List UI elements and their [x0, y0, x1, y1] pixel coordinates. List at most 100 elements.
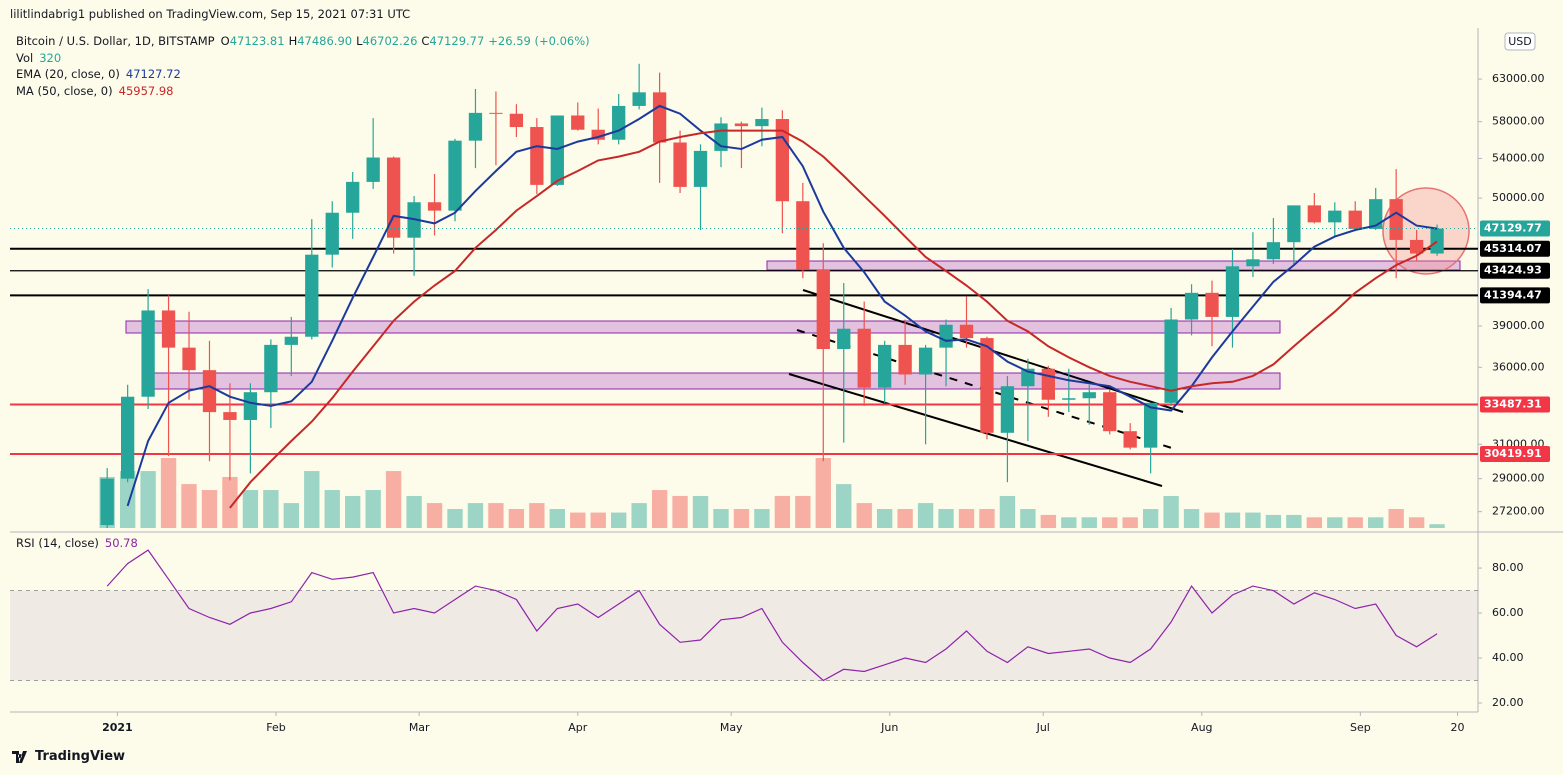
candle-body — [386, 157, 401, 238]
candle-body — [980, 338, 994, 433]
volume-bar — [733, 509, 750, 528]
candle-body — [202, 370, 217, 413]
ema-name: EMA (20, close, 0) — [16, 67, 120, 81]
volume-bar — [1327, 517, 1343, 528]
volume-bar — [406, 495, 422, 528]
candle-body — [1164, 319, 1178, 403]
candle-body — [1409, 239, 1424, 254]
volume-bar — [263, 490, 279, 528]
candle-body — [1266, 242, 1281, 260]
legend-row: Vol 320 — [16, 50, 596, 67]
candle-body — [1062, 398, 1076, 400]
candle-body — [1246, 259, 1260, 267]
candle-body — [1328, 210, 1342, 223]
volume-bar — [1224, 512, 1241, 528]
candle-body — [775, 119, 790, 202]
candle-body — [755, 119, 769, 127]
volume-bar — [590, 512, 606, 528]
candle-body — [448, 140, 462, 211]
candle-body — [632, 92, 646, 106]
volume-bar — [467, 503, 484, 528]
volume-bar — [447, 509, 463, 528]
last-price-tag — [1480, 220, 1550, 237]
candle-body — [796, 201, 810, 270]
y-tick-label: 63000.00 — [1492, 72, 1545, 85]
candle-body — [1430, 228, 1444, 254]
candle-body — [878, 344, 892, 388]
candle-body — [366, 157, 380, 182]
volume-bar — [140, 471, 156, 528]
volume-bar — [426, 503, 443, 528]
main-legend: Bitcoin / U.S. Dollar, 1D, BITSTAMP O4712… — [16, 33, 596, 99]
volume-bar — [508, 509, 525, 528]
candle-body — [734, 123, 749, 127]
x-tick-label: Jul — [1036, 721, 1050, 734]
candle-body — [857, 328, 871, 388]
ohlc-value: 47123.81 — [229, 34, 285, 48]
volume-bar — [365, 490, 381, 528]
volume-bar — [570, 512, 586, 528]
candle-body — [1000, 386, 1015, 433]
overlay-line — [126, 104, 1438, 507]
volume-bar — [795, 495, 811, 528]
ohlc-label: L — [356, 34, 363, 48]
candle-body — [100, 478, 114, 526]
candle-body — [612, 105, 626, 140]
x-tick-label: Mar — [409, 721, 430, 734]
rsi-y-tick-label: 60.00 — [1492, 606, 1524, 619]
volume-bar — [1245, 512, 1261, 528]
brand-logo — [12, 750, 27, 763]
x-tick-label: Jun — [880, 721, 898, 734]
candle-body — [284, 336, 298, 345]
candle-body — [837, 328, 851, 350]
level-tag-label: 43424.93 — [1484, 264, 1542, 277]
x-tick-label: Feb — [266, 721, 285, 734]
candle-body — [693, 150, 708, 187]
currency-label: USD — [1508, 35, 1532, 48]
candle-body — [550, 115, 564, 185]
candle-body — [816, 269, 830, 350]
volume-bar — [754, 509, 770, 528]
ma-value: 45957.98 — [118, 83, 174, 98]
x-tick-label: May — [720, 721, 743, 734]
volume-bar — [938, 509, 954, 528]
volume-bar — [304, 471, 320, 528]
legend-row: Bitcoin / U.S. Dollar, 1D, BITSTAMP O4712… — [16, 33, 596, 50]
volume-bar — [1306, 517, 1322, 528]
last-price-label: 47129.77 — [1484, 222, 1542, 235]
volume-bar — [1061, 517, 1077, 528]
candle-body — [530, 127, 544, 185]
volume-bar — [611, 512, 627, 528]
volume-bar — [1286, 514, 1302, 528]
volume-bar — [1388, 509, 1404, 528]
volume-bar — [815, 458, 831, 528]
level-tag — [1480, 240, 1550, 257]
volume-bar — [283, 503, 299, 528]
rsi-value: 50.78 — [104, 536, 138, 550]
candle-body — [959, 324, 974, 339]
candle-body — [1225, 266, 1240, 317]
y-tick-label: 36000.00 — [1492, 360, 1545, 373]
candle-body — [571, 115, 585, 130]
x-tick-label: 2021 — [102, 721, 133, 734]
volume-bar — [1040, 514, 1057, 528]
candle-body — [1287, 205, 1301, 243]
volume-bar — [999, 495, 1016, 528]
volume-bar — [774, 495, 791, 528]
candle-body — [1123, 431, 1137, 448]
candle-body — [1389, 199, 1403, 240]
x-tick-label: 20 — [1451, 721, 1465, 734]
volume-bar — [856, 503, 872, 528]
candle-body — [489, 112, 503, 114]
volume-bar — [324, 490, 340, 528]
ohlc-value: 46702.26 — [362, 34, 418, 48]
ohlc-label: C — [421, 34, 430, 48]
volume-bar — [958, 509, 975, 528]
volume-bar — [549, 509, 565, 528]
level-tag — [1480, 262, 1550, 279]
candle-body — [918, 347, 933, 375]
price-pane — [10, 63, 1478, 528]
candle-body — [1369, 199, 1383, 229]
